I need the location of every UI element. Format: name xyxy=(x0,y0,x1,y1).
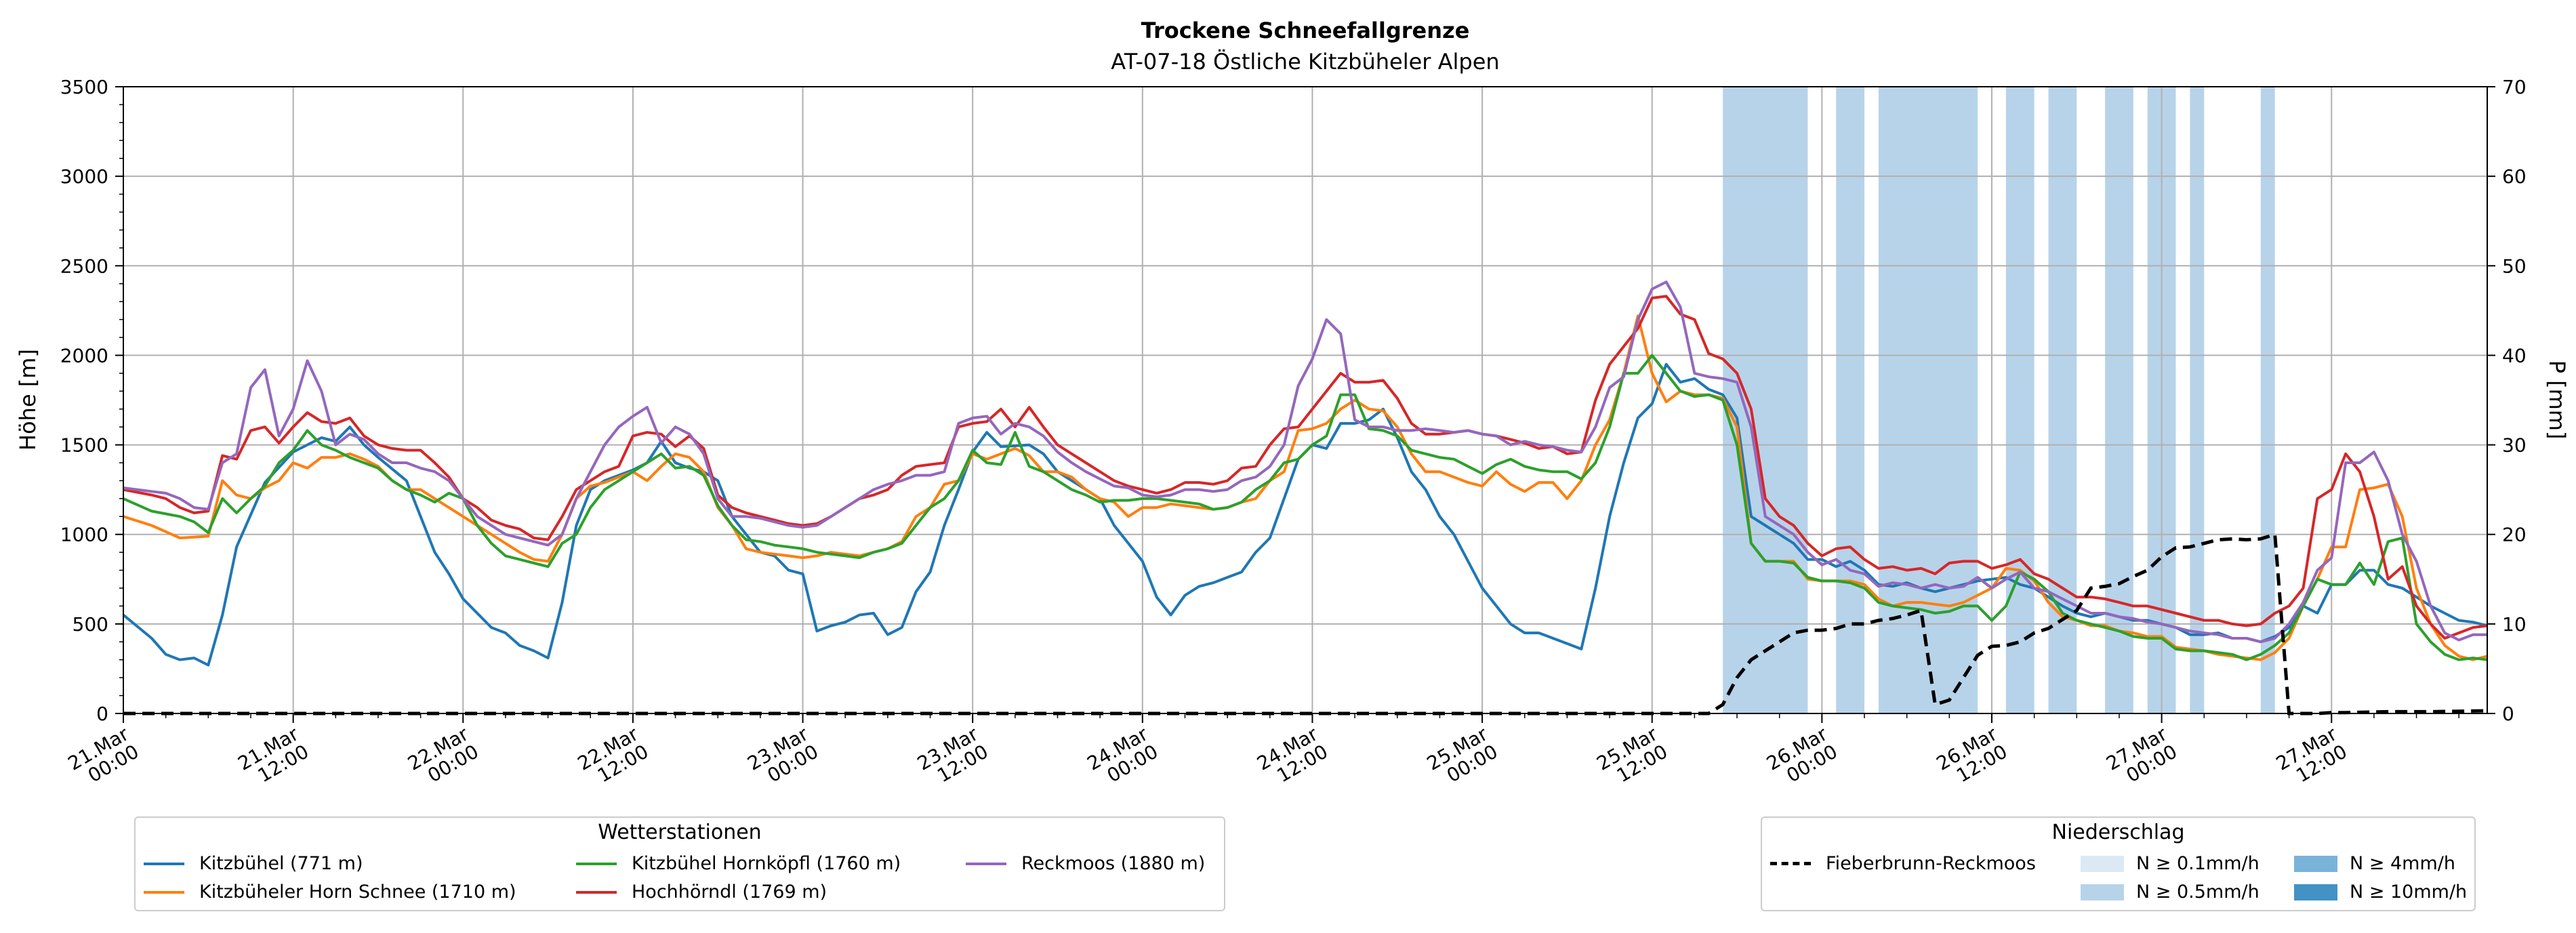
x-tick-label-5: 23.Mar12:00 xyxy=(914,722,992,792)
chart-subtitle: AT-07-18 Östliche Kitzbüheler Alpen xyxy=(1111,49,1499,75)
y-tick-label-7: 3500 xyxy=(60,76,108,98)
y2-tick-label-7: 70 xyxy=(2502,76,2527,98)
legend-item-hochhoerndl: Hochhörndl (1769 m) xyxy=(576,882,827,903)
y-tick-label-4: 2000 xyxy=(60,344,108,367)
legend-label-n10: N ≥ 10mm/h xyxy=(2350,882,2468,903)
x-tick-label-8: 25.Mar00:00 xyxy=(1423,722,1502,792)
precip-legend-title: Niederschlag xyxy=(2051,821,2185,844)
legend-line-reckmoos xyxy=(966,862,1006,865)
precip-band-5 xyxy=(2105,87,2133,713)
legend-item-kitzbuehel: Kitzbühel (771 m) xyxy=(144,853,363,874)
legend-item-fieberbrunn: Fieberbrunn-Reckmoos xyxy=(1770,853,2036,874)
series-line-3 xyxy=(123,295,2488,640)
series-line-4 xyxy=(123,281,2487,644)
station-series xyxy=(122,281,2488,667)
legend-label-n01: N ≥ 0.1mm/h xyxy=(2136,853,2260,874)
legend-label-fieberbrunn: Fieberbrunn-Reckmoos xyxy=(1826,853,2036,874)
precip-bands xyxy=(1723,87,2275,713)
legend-line-fieberbrunn xyxy=(1770,862,1811,865)
legend-swatch-n05 xyxy=(2081,884,2124,900)
precip-band-7 xyxy=(2190,87,2205,713)
y2-tick-label-2: 20 xyxy=(2502,524,2527,546)
x-tick-label-2: 22.Mar00:00 xyxy=(404,722,483,792)
legend-swatch-n10 xyxy=(2294,884,2337,900)
x-tick-label-12: 27.Mar00:00 xyxy=(2102,722,2181,792)
x-tick-label-13: 27.Mar12:00 xyxy=(2272,722,2351,792)
legend-label-hornkoepfl: Kitzbühel Hornköpfl (1760 m) xyxy=(632,853,901,874)
x-tick-label-10: 26.Mar00:00 xyxy=(1763,722,1841,792)
legend-line-hochhoerndl xyxy=(576,890,617,894)
y2-tick-label-3: 30 xyxy=(2502,434,2527,457)
legend-label-kitzbuehel: Kitzbühel (771 m) xyxy=(199,853,363,874)
y-tick-label-6: 3000 xyxy=(60,165,108,188)
x-tick-label-7: 24.Mar12:00 xyxy=(1253,722,1332,792)
y-tick-label-2: 1000 xyxy=(60,524,108,546)
x-tick-label-0: 21.Mar00:00 xyxy=(64,722,143,792)
legend-item-reckmoos: Reckmoos (1880 m) xyxy=(966,853,1205,874)
precip-band-8 xyxy=(2260,87,2275,713)
legend-item-n05: N ≥ 0.5mm/h xyxy=(2081,882,2260,903)
x-tick-label-3: 22.Mar12:00 xyxy=(574,722,653,792)
series-line-2 xyxy=(123,354,2488,661)
precip-band-0 xyxy=(1723,87,1808,713)
y-axis-label: Höhe [m] xyxy=(15,349,41,451)
legend-swatch-n01 xyxy=(2081,855,2124,872)
y2-tick-label-1: 10 xyxy=(2502,613,2527,636)
legend-item-n4: N ≥ 4mm/h xyxy=(2294,853,2455,874)
precip-legend: Niederschlag Fieberbrunn-Reckmoos N ≥ 0.… xyxy=(1761,816,2476,911)
legend-item-n10: N ≥ 10mm/h xyxy=(2294,882,2467,903)
y-tick-label-3: 1500 xyxy=(60,434,108,457)
legend-line-kitzbuehel xyxy=(144,862,184,865)
legend-label-hochhoerndl: Hochhörndl (1769 m) xyxy=(632,882,827,903)
legend-label-n05: N ≥ 0.5mm/h xyxy=(2136,882,2260,903)
y2-tick-label-4: 40 xyxy=(2502,344,2527,367)
legend-line-horn-schnee xyxy=(144,890,184,894)
stations-legend: Wetterstationen Kitzbühel (771 m) Kitzbü… xyxy=(134,816,1225,911)
y-tick-label-1: 500 xyxy=(73,613,108,636)
x-tick-label-4: 23.Mar00:00 xyxy=(743,722,822,792)
legend-item-horn-schnee: Kitzbüheler Horn Schnee (1710 m) xyxy=(144,882,516,903)
legend-label-horn-schnee: Kitzbüheler Horn Schnee (1710 m) xyxy=(199,882,516,903)
stations-legend-title: Wetterstationen xyxy=(598,821,762,844)
precip-band-3 xyxy=(2005,87,2035,713)
legend-item-hornkoepfl: Kitzbühel Hornköpfl (1760 m) xyxy=(576,853,901,874)
y-tick-label-0: 0 xyxy=(96,703,108,725)
x-tick-label-11: 26.Mar12:00 xyxy=(1933,722,2011,792)
legend-label-n4: N ≥ 4mm/h xyxy=(2350,853,2455,874)
y2-tick-label-6: 60 xyxy=(2502,165,2527,188)
y2-axis-label: P [mm] xyxy=(2544,360,2570,440)
x-tick-label-9: 25.Mar12:00 xyxy=(1593,722,1671,792)
x-tick-label-1: 21.Mar12:00 xyxy=(234,722,312,792)
legend-item-n01: N ≥ 0.1mm/h xyxy=(2081,853,2260,874)
legend-swatch-n4 xyxy=(2294,855,2337,872)
x-tick-label-6: 24.Mar00:00 xyxy=(1083,722,1162,792)
y2-tick-label-0: 0 xyxy=(2502,703,2514,725)
legend-label-reckmoos: Reckmoos (1880 m) xyxy=(1021,853,1206,874)
chart-title: Trockene Schneefallgrenze xyxy=(1141,18,1470,43)
legend-line-hornkoepfl xyxy=(576,862,617,865)
y-tick-label-5: 2500 xyxy=(60,255,108,277)
plot-frame xyxy=(123,86,2488,714)
precip-band-2 xyxy=(1878,87,1978,713)
precip-band-1 xyxy=(1836,87,1865,713)
y2-tick-label-5: 50 xyxy=(2502,255,2527,277)
